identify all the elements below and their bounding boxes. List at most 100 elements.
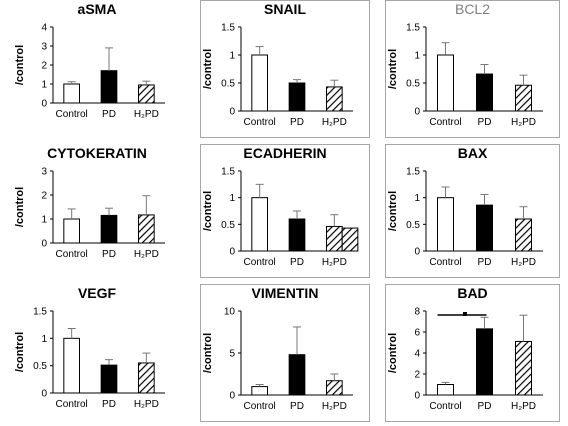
y-tick-label: 0 xyxy=(41,239,47,250)
bar-control xyxy=(63,83,81,104)
y-tick-label: 2 xyxy=(41,191,47,202)
x-tick-label: Control xyxy=(244,117,276,128)
y-axis-label: /control xyxy=(202,191,214,231)
x-tick-label: H₂PD xyxy=(511,401,536,412)
bar-control xyxy=(437,384,454,396)
x-tick-label: Control xyxy=(429,117,461,128)
bar-control xyxy=(251,386,269,396)
bar-h2pd-extra xyxy=(341,227,359,252)
chart-svg: /control 0 2 4 6 8 Control PD H₂PD xyxy=(387,307,543,412)
x-tick-label: H₂PD xyxy=(511,257,536,268)
bar-pd xyxy=(100,214,118,244)
x-tick-label: H₂PD xyxy=(322,401,347,412)
y-axis-label: /control xyxy=(387,333,399,373)
bar-pd xyxy=(100,70,118,104)
x-tick-label: PD xyxy=(478,257,492,268)
chart-title: aSMA xyxy=(77,1,117,17)
chart-panel: VEGF/control 0 0.5 1 1.5 Control PD H₂PD xyxy=(12,284,182,420)
chart-panel: BCL2/control 0 0.5 1 1.5 Control PD H₂PD xyxy=(385,0,560,138)
bar-control xyxy=(437,54,454,112)
bar-h2pd xyxy=(515,340,532,396)
chart-svg: /control 0 0.5 1 1.5 Control PD H₂PD xyxy=(387,23,543,128)
y-tick-label: 6 xyxy=(414,328,420,339)
chart-panel: ECADHERIN/control 0 0.5 1 1.5 Control PD H₂PD xyxy=(200,144,370,278)
chart-panel: SNAIL/control 0 0.5 1 1.5 Control PD H₂PD xyxy=(200,0,370,138)
bar-h2pd xyxy=(325,86,343,112)
x-tick-label: PD xyxy=(102,109,116,120)
bar-h2pd xyxy=(137,84,155,104)
chart-panel: CYTOKERATIN/control 0 1 2 3 Control PD H₂PD xyxy=(12,144,182,270)
chart-title: SNAIL xyxy=(264,1,306,17)
x-tick-label: Control xyxy=(56,109,88,120)
y-tick-label: 2 xyxy=(414,370,420,381)
chart-title: CYTOKERATIN xyxy=(47,145,147,161)
chart-title: VIMENTIN xyxy=(251,285,319,301)
y-tick-label: 1.5 xyxy=(221,23,235,34)
chart-panel: aSMA/control 0 1 2 3 4 Control PD H₂PD xyxy=(12,0,182,130)
x-tick-label: H₂PD xyxy=(134,249,159,260)
chart-svg: /control 0 0.5 1 1.5 Control PD H₂PD xyxy=(202,23,353,128)
x-tick-label: Control xyxy=(244,401,276,412)
x-tick-label: PD xyxy=(290,117,304,128)
x-tick-label: Control xyxy=(244,257,276,268)
y-tick-label: 1.5 xyxy=(33,307,47,318)
x-tick-label: Control xyxy=(56,399,88,410)
bar-pd xyxy=(288,354,306,396)
x-tick-label: PD xyxy=(290,257,304,268)
chart-title: BAX xyxy=(457,145,488,161)
y-tick-label: 0 xyxy=(414,107,420,118)
chart-title: VEGF xyxy=(77,285,117,301)
y-tick-label: 0 xyxy=(229,107,235,118)
y-tick-label: 3 xyxy=(41,42,47,53)
bar-pd xyxy=(476,328,493,396)
x-tick-label: H₂PD xyxy=(322,117,347,128)
y-tick-label: 4 xyxy=(414,349,420,360)
significance-marker xyxy=(463,312,467,316)
bar-pd xyxy=(100,364,118,394)
bar-control xyxy=(63,218,81,244)
chart-svg: /control 0 0.5 1 1.5 Control PD H₂PD xyxy=(14,307,165,410)
bar-h2pd xyxy=(515,218,532,252)
bar-pd xyxy=(288,82,306,112)
chart-title: BAD xyxy=(457,285,488,301)
y-tick-label: 8 xyxy=(414,307,420,318)
y-tick-label: 0.5 xyxy=(33,361,47,372)
x-tick-label: H₂PD xyxy=(322,257,347,268)
y-tick-label: 0 xyxy=(414,247,420,258)
bar-pd xyxy=(476,73,493,112)
chart-svg: /control 0 1 2 3 4 Control PD H₂PD xyxy=(14,23,165,120)
y-tick-label: 10 xyxy=(224,307,236,318)
x-tick-label: PD xyxy=(102,399,116,410)
bar-h2pd xyxy=(325,380,343,396)
y-axis-label: /control xyxy=(14,332,26,372)
y-tick-label: 5 xyxy=(229,349,235,360)
chart-svg: /control 0 0.5 1 1.5 Control PD H₂PD xyxy=(387,167,543,268)
chart-svg: /control 0 1 2 3 Control PD H₂PD xyxy=(14,167,165,260)
y-axis-label: /control xyxy=(387,191,399,231)
y-tick-label: 1.5 xyxy=(221,167,235,178)
bar-control xyxy=(437,197,454,252)
y-tick-label: 0 xyxy=(414,391,420,402)
y-tick-label: 0.5 xyxy=(406,79,420,90)
y-tick-label: 0 xyxy=(229,391,235,402)
y-tick-label: 0 xyxy=(41,389,47,400)
chart-panel: BAX/control 0 0.5 1 1.5 Control PD H₂PD xyxy=(385,144,560,278)
y-tick-label: 0 xyxy=(229,247,235,258)
x-tick-label: PD xyxy=(478,401,492,412)
y-tick-label: 2 xyxy=(41,61,47,72)
x-tick-label: PD xyxy=(102,249,116,260)
bar-control xyxy=(63,337,81,394)
chart-panel: VIMENTIN/control 0 5 10 Control PD H₂PD xyxy=(200,284,370,422)
chart-panel: BAD/control 0 2 4 6 8 Control PD H₂PD xyxy=(385,284,560,422)
y-tick-label: 1.5 xyxy=(406,167,420,178)
y-tick-label: 1 xyxy=(414,193,420,204)
bar-h2pd xyxy=(515,84,532,112)
y-tick-label: 1 xyxy=(414,51,420,62)
y-tick-label: 1 xyxy=(229,193,235,204)
y-axis-label: /control xyxy=(14,187,26,227)
y-axis-label: /control xyxy=(202,49,214,89)
bar-pd xyxy=(288,218,306,252)
bar-h2pd xyxy=(325,225,343,252)
y-tick-label: 0.5 xyxy=(221,220,235,231)
bar-pd xyxy=(476,204,493,252)
